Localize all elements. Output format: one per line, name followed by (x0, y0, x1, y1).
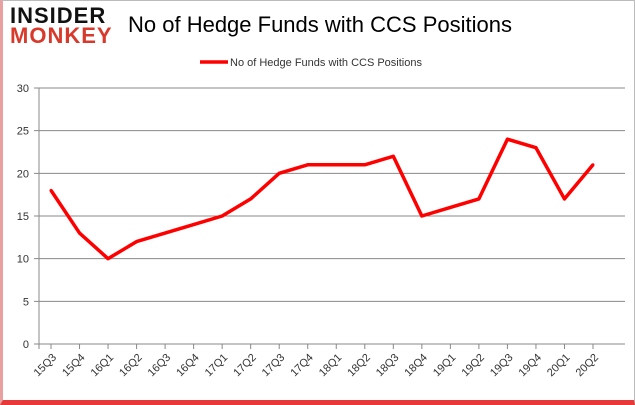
data-point (391, 154, 395, 158)
x-tick-label: 17Q2 (231, 352, 259, 380)
data-point (192, 223, 196, 227)
data-point (277, 171, 281, 175)
logo-line2: MONKEY (10, 23, 113, 48)
data-point (448, 205, 452, 209)
x-tick-label: 20Q2 (574, 352, 602, 380)
x-tick-label: 17Q3 (260, 352, 288, 380)
y-tick-label: 25 (17, 126, 29, 138)
x-tick-label: 15Q3 (32, 352, 60, 380)
data-point (334, 163, 338, 167)
data-point (591, 163, 595, 167)
chart-title: No of Hedge Funds with CCS Positions (128, 12, 512, 37)
data-point (420, 214, 424, 218)
x-tick-label: 19Q3 (488, 352, 516, 380)
y-tick-label: 10 (17, 254, 29, 266)
y-tick-label: 0 (23, 339, 29, 351)
x-tick-label: 16Q4 (174, 352, 202, 380)
x-tick-label: 19Q2 (459, 352, 487, 380)
x-tick-label: 18Q1 (317, 352, 345, 380)
x-tick-label: 15Q4 (60, 352, 88, 380)
x-tick-label: 16Q1 (89, 352, 117, 380)
data-point (106, 257, 110, 261)
data-point (562, 197, 566, 201)
x-tick-label: 20Q1 (545, 352, 573, 380)
x-tick-label: 18Q2 (345, 352, 373, 380)
x-tick-label: 19Q4 (517, 352, 545, 380)
data-point (220, 214, 224, 218)
data-point (78, 231, 82, 235)
series-line (49, 137, 595, 261)
x-tick-label: 19Q1 (431, 352, 459, 380)
data-point (163, 231, 167, 235)
y-tick-label: 30 (17, 83, 29, 95)
x-tick-label: 18Q3 (374, 352, 402, 380)
x-tick-label: 16Q3 (146, 352, 174, 380)
x-tick-label: 17Q1 (203, 352, 231, 380)
x-tick-label: 16Q2 (117, 352, 145, 380)
data-point (477, 197, 481, 201)
data-point (363, 163, 367, 167)
legend-label: No of Hedge Funds with CCS Positions (230, 57, 422, 69)
data-point (505, 137, 509, 141)
data-point (135, 240, 139, 244)
data-point (306, 163, 310, 167)
data-point (249, 197, 253, 201)
y-tick-label: 5 (23, 296, 29, 308)
x-tick-label: 18Q4 (402, 352, 430, 380)
logo-line1: INSIDER (10, 3, 107, 28)
y-tick-label: 20 (17, 168, 29, 180)
insider-monkey-logo: INSIDER MONKEY (10, 3, 113, 48)
data-point (534, 146, 538, 150)
y-tick-label: 15 (17, 211, 29, 223)
x-tick-label: 17Q4 (288, 352, 316, 380)
data-point (49, 188, 53, 192)
